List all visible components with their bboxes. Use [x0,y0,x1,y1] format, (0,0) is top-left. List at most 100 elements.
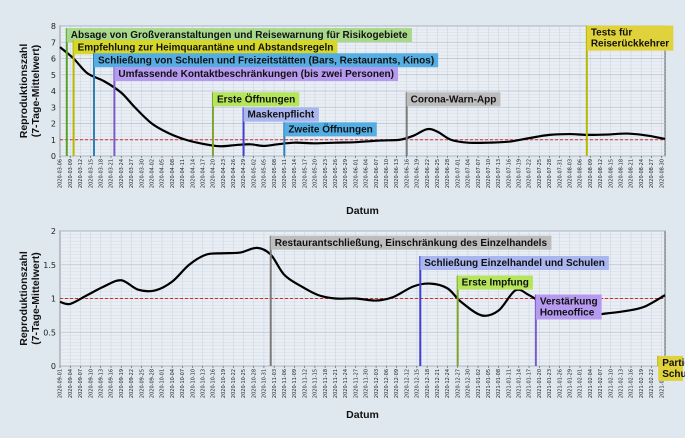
x-tick-label: 2020-07-19 [517,159,523,188]
event-marker-7: Zweite Öffnungen [284,122,377,137]
x-tick-label: 2020-05-08 [272,159,278,188]
y-tick-label: 2 [51,120,56,129]
x-tick-label: 2020-04-14 [190,159,196,188]
x-tick-label: 2020-04-17 [200,159,206,188]
event-marker-1: Absage von Großveranstaltungen und Reise… [66,28,412,43]
x-tick-label: 2021-02-19 [639,369,645,398]
x-tick-label: 2020-09-28 [149,369,155,398]
x-tick-label: 2020-07-10 [486,159,492,188]
event-label: Schließung Einzelhandel und Schulen [424,258,605,269]
x-tick-label: 2020-10-10 [190,369,196,398]
x-tick-label: 2020-12-30 [466,369,472,398]
y-tick-label: 8 [51,22,56,31]
x-tick-label: 2021-02-16 [629,369,635,398]
x-tick-label: 2020-05-11 [282,159,288,188]
y-tick-label: 6 [51,55,56,64]
event-label-box [284,122,377,137]
event-label-line: Schließung von Schulen und Freizeitstätt… [98,55,434,66]
x-tick-label: 2020-08-12 [598,159,604,188]
x-tick-label: 2020-07-04 [466,159,472,188]
event-label-line: Schließung Einzelhandel und Schulen [424,258,605,269]
x-tick-label: 2020-04-23 [221,159,227,188]
x-tick-label: 2020-07-25 [537,159,543,188]
x-tick-label: 2020-05-17 [302,159,308,188]
x-tick-label: 2020-03-27 [129,159,135,188]
x-tick-label: 2020-03-09 [68,159,74,188]
x-tick-label: 2021-02-13 [619,369,625,398]
x-tick-label: 2021-02-10 [608,369,614,398]
x-tick-label: 2021-01-26 [557,369,563,398]
x-tick-label: 2020-05-23 [323,159,329,188]
x-tick-label: 2020-09-07 [78,369,84,398]
y-tick-label: 4 [51,87,56,96]
x-tick-label: 2020-08-09 [588,159,594,188]
event-label: Corona-Warn-App [411,94,497,105]
x-tick-label: 2020-08-27 [649,159,655,188]
chart-panel-1: 0 1 2 3 4 5 6 7 8 2020-03-06 2020-03-09 2020-03-12 2… [18,22,674,217]
x-tick-label: 2021-02-01 [578,369,584,398]
x-tick-label: 2020-04-29 [241,159,247,188]
x-tick-label: 2020-10-28 [251,369,257,398]
x-tick-label: 2020-07-13 [496,159,502,188]
x-tick-label: 2020-03-21 [109,159,115,188]
y-tick-label: 1 [51,295,56,304]
event-label: PartielleSchulöffnung [662,358,685,380]
event-marker-3: Erste Impfung [457,275,533,290]
event-label: Verstärkung Homeoffice [540,296,598,318]
event-label-line: Homeoffice [540,307,595,318]
x-tick-label: 2020-04-05 [160,159,166,188]
x-tick-label: 2020-12-12 [404,369,410,398]
y-tick-label: 1.5 [43,261,56,270]
event-label-box [420,256,609,270]
x-tick-label: 2020-11-27 [353,369,359,398]
x-tick-label: 2021-01-17 [527,369,533,398]
x-tick-label: 2020-09-19 [119,369,125,398]
x-tick-label: 2021-02-22 [649,369,655,398]
event-label-line: Corona-Warn-App [411,94,497,105]
x-tick-label: 2020-05-26 [333,159,339,188]
x-tick-label: 2020-10-25 [241,369,247,398]
event-marker-3: Schließung von Schulen und Freizeitstätt… [93,53,439,68]
event-label-line: Empfehlung zur Heimquarantäne und Abstan… [78,42,334,53]
x-tick-label: 2020-09-16 [109,369,115,398]
x-tick-label: 2020-12-18 [425,369,431,398]
x-tick-label: 2020-06-22 [425,159,431,188]
x-tick-label: 2020-07-22 [527,159,533,188]
x-tick-label: 2020-11-18 [323,369,329,398]
x-tick-label: 2020-07-01 [455,159,461,188]
x-axis-label: Datum [346,205,379,217]
event-label-line: Erste Öffnungen [217,92,295,105]
event-label: Erste Öffnungen [217,92,295,105]
x-tick-label: 2020-10-04 [170,369,176,398]
x-tick-label: 2020-12-09 [394,369,400,398]
x-tick-label: 2020-06-01 [353,159,359,188]
x-tick-label: 2020-10-13 [200,369,206,398]
event-label-box [658,355,683,381]
x-tick-label: 2021-02-04 [588,369,594,398]
event-label: Schließung von Schulen und Freizeitstätt… [98,55,434,66]
x-tick-label: 2020-04-20 [211,159,217,188]
y-tick-label: 1 [51,136,56,145]
y-axis-label-line: (7-Tage-Mittelwert) [30,45,42,138]
x-tick-label: 2020-08-18 [619,159,625,188]
y-tick-label: 7 [51,38,56,47]
x-tick-label: 2020-04-11 [180,159,186,188]
event-label: Empfehlung zur Heimquarantäne und Abstan… [78,42,334,53]
x-tick-label: 2020-11-09 [292,369,298,398]
event-marker-9: Tests für Reiserückkehrer [586,25,674,51]
event-label: Maskenpflicht [248,110,315,121]
event-label-box [535,294,602,320]
x-tick-label: 2020-12-03 [374,369,380,398]
event-label: Restaurantschließung, Einschränkung des … [275,238,548,249]
x-tick-label: 2020-12-27 [455,369,461,398]
y-axis-label-line: Reproduktionszahl [18,251,30,346]
x-tick-label: 2020-06-25 [435,159,441,188]
x-tick-label: 2020-06-04 [364,159,370,188]
x-tick-label: 2020-12-06 [384,369,390,398]
x-tick-label: 2020-03-06 [58,159,64,188]
event-label: Tests für Reiserückkehrer [591,28,669,50]
y-axis-label-line: (7-Tage-Mittelwert) [30,252,42,345]
x-tick-label: 2020-07-31 [557,159,563,188]
event-label: Zweite Öffnungen [288,122,372,135]
